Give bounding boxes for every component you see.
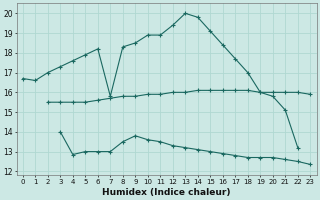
X-axis label: Humidex (Indice chaleur): Humidex (Indice chaleur)	[102, 188, 231, 197]
